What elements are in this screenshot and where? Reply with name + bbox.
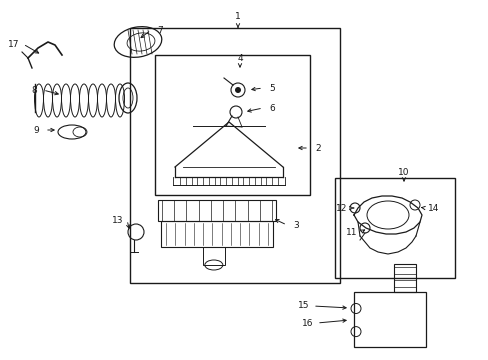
Bar <box>161 221 272 247</box>
Text: 2: 2 <box>315 144 320 153</box>
Text: 11: 11 <box>346 228 357 237</box>
Bar <box>155 55 309 195</box>
Circle shape <box>235 87 241 93</box>
Bar <box>353 292 425 347</box>
Text: 17: 17 <box>8 40 20 49</box>
Text: 13: 13 <box>112 216 123 225</box>
Text: 12: 12 <box>336 203 347 212</box>
Text: 16: 16 <box>302 319 313 328</box>
Bar <box>393 264 415 292</box>
Text: 8: 8 <box>31 86 37 95</box>
Text: 4: 4 <box>237 54 243 63</box>
Bar <box>203 247 224 265</box>
Text: 14: 14 <box>427 203 439 212</box>
Text: 7: 7 <box>157 26 163 35</box>
Text: 5: 5 <box>268 84 274 93</box>
Text: 1: 1 <box>235 12 241 21</box>
Text: 15: 15 <box>298 302 309 310</box>
Text: 6: 6 <box>268 104 274 113</box>
Text: 3: 3 <box>292 220 298 230</box>
Bar <box>158 200 275 221</box>
Text: 9: 9 <box>33 126 39 135</box>
Bar <box>130 28 339 283</box>
Text: 10: 10 <box>397 167 409 176</box>
Bar <box>334 178 454 278</box>
